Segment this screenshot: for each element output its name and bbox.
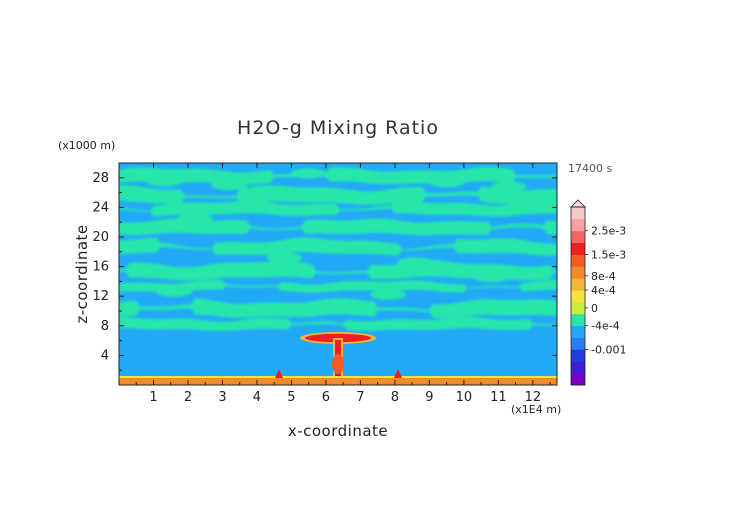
colorbar [570, 199, 586, 386]
colorbar-label: 2.5e-3 [591, 225, 626, 238]
moist-blob [176, 213, 213, 224]
colorbar-swatch [571, 230, 585, 243]
colorbar-extend-arrow [570, 199, 586, 208]
moist-blob [211, 180, 248, 191]
x-tick-label: 10 [456, 390, 473, 405]
moist-band [119, 298, 557, 318]
colorbar-label: 0 [591, 302, 598, 315]
colorbar-swatch [571, 337, 585, 350]
time-label: 17400 s [568, 162, 612, 175]
x-tick-label: 6 [322, 390, 330, 405]
moist-blob [370, 289, 407, 300]
moist-band [119, 200, 557, 217]
colorbar-frame [570, 206, 586, 386]
x-tick-label: 1 [149, 390, 157, 405]
x-tick-label: 9 [425, 390, 433, 405]
y-tick-label: 28 [92, 171, 109, 186]
x-tick-label: 5 [287, 390, 295, 405]
colorbar-swatch [571, 266, 585, 279]
colorbar-swatch [571, 218, 585, 232]
moist-blob [266, 252, 303, 263]
colorbar-swatch [571, 290, 585, 303]
colorbar-swatch [571, 207, 585, 220]
moist-blob [428, 177, 465, 188]
colorbar-label: 4e-4 [591, 284, 616, 297]
green-bands [119, 166, 557, 331]
moist-blob [145, 176, 182, 187]
moist-band [119, 316, 557, 331]
y-tick-label: 20 [92, 230, 109, 245]
moist-blob [490, 181, 527, 192]
colorbar-swatch [571, 349, 585, 362]
y-tick-label: 16 [92, 260, 109, 275]
colorbar-label: -4e-4 [591, 320, 620, 333]
colorbar-swatch [571, 313, 585, 327]
colorbar-swatch [571, 325, 585, 338]
colorbar-label: 1.5e-3 [591, 248, 626, 261]
moist-blob [473, 271, 510, 282]
plot-frame [118, 162, 558, 386]
x-tick-label: 8 [391, 390, 399, 405]
y-unit-label: (x1000 m) [58, 139, 115, 152]
moist-blob [290, 168, 327, 179]
colorbar-swatch [571, 242, 585, 255]
moist-band [119, 218, 557, 236]
x-tick-label: 2 [184, 390, 192, 405]
moist-blob [156, 286, 193, 297]
moist-band [119, 184, 557, 205]
colorbar-label: -0.001 [591, 343, 626, 356]
colorbar-swatch [571, 254, 585, 267]
x-axis-title: x-coordinate [288, 422, 388, 440]
surface-spike-right [394, 369, 402, 378]
colorbar-swatch [571, 278, 585, 291]
y-tick-label: 24 [92, 200, 109, 215]
colorbar-swatch [571, 301, 585, 315]
chart-title: H2O-g Mixing Ratio [237, 117, 439, 139]
moist-blob [397, 257, 434, 268]
x-tick-label: 7 [356, 390, 364, 405]
x-tick-label: 12 [525, 390, 542, 405]
surface-spike-left [275, 369, 283, 378]
y-tick-label: 4 [101, 348, 109, 363]
colorbar-label: 8e-4 [591, 270, 616, 283]
y-tick-label: 12 [92, 289, 109, 304]
moist-band [119, 237, 557, 256]
colorbar-swatch [571, 361, 585, 374]
x-tick-label: 4 [253, 390, 261, 405]
surface-layer [119, 378, 557, 385]
moist-band [119, 260, 557, 281]
colorbar-labels: 2.5e-3 1.5e-3 8e-44e-4 0 -4e-4 -0.001 [585, 225, 626, 356]
moist-band [119, 279, 557, 293]
x-unit-label: (x1E4 m) [511, 403, 561, 416]
colorbar-swatch [571, 373, 585, 386]
x-axis: 1 2 3 4 5 6 7 8 9 10 11 12 [135, 163, 551, 405]
x-tick-label: 3 [218, 390, 226, 405]
y-axis: 4 8 12 16 20 24 28 [92, 171, 557, 371]
x-tick-label: 11 [490, 390, 507, 405]
y-tick-label: 8 [101, 319, 109, 334]
heatmap-field [119, 163, 557, 385]
y-axis-title: z-coordinate [73, 224, 91, 323]
